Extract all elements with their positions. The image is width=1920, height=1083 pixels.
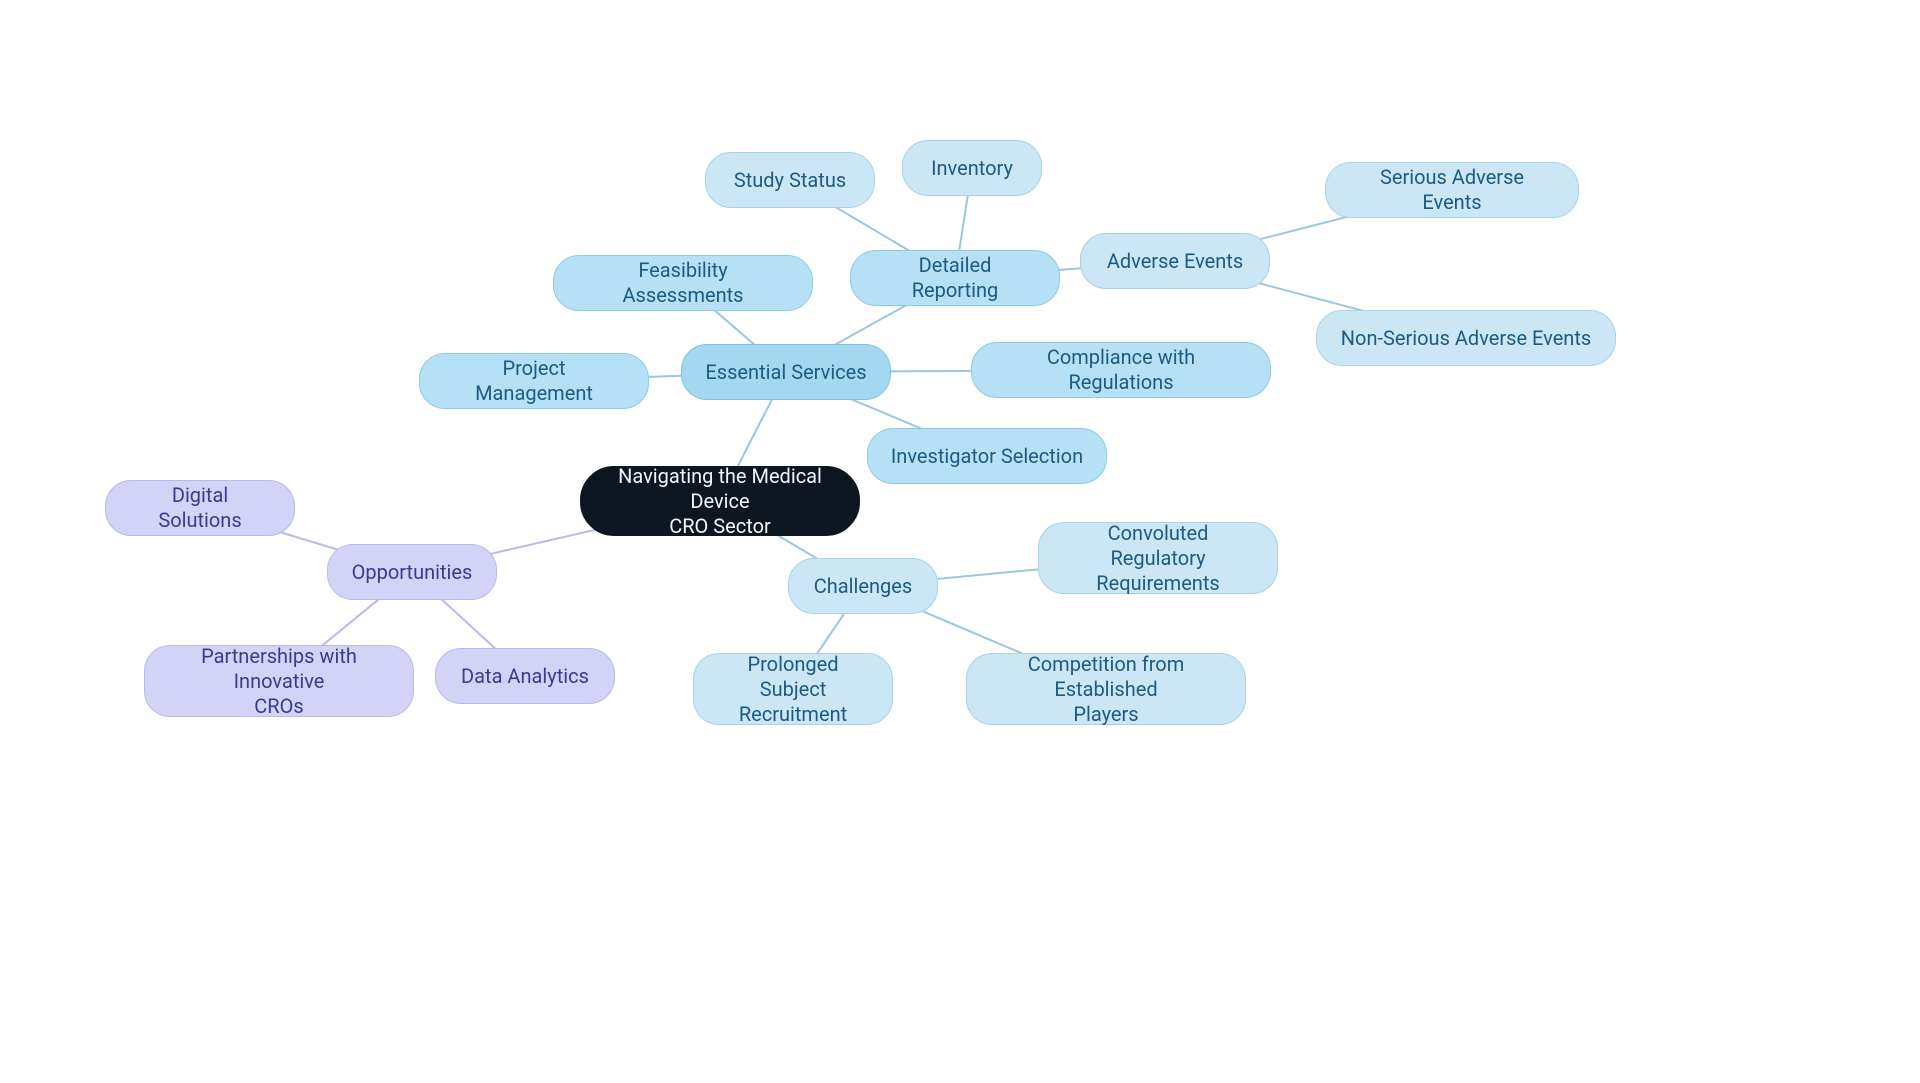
node-label: Inventory [931,156,1013,181]
node-ess: Essential Services [681,344,891,400]
node-label: Feasibility Assessments [576,258,790,308]
node-label: Data Analytics [461,664,589,689]
node-chal: Challenges [788,558,938,614]
node-part: Partnerships with Innovative CROs [144,645,414,717]
node-label: Prolonged Subject Recruitment [716,652,870,727]
node-label: Detailed Reporting [873,253,1037,303]
node-label: Serious Adverse Events [1348,165,1556,215]
node-inv: Inventory [902,140,1042,196]
node-data: Data Analytics [435,648,615,704]
node-drep: Detailed Reporting [850,250,1060,306]
node-adv: Adverse Events [1080,233,1270,289]
node-pm: Project Management [419,353,649,409]
node-label: Competition from Established Players [989,652,1223,727]
node-label: Investigator Selection [891,444,1083,469]
node-label: Partnerships with Innovative CROs [167,644,391,719]
node-stud: Study Status [705,152,875,208]
node-invsel: Investigator Selection [867,428,1107,484]
mindmap-canvas: Navigating the Medical Device CRO Sector… [0,0,1920,1083]
node-compet: Competition from Established Players [966,653,1246,725]
node-label: Challenges [814,574,912,599]
node-feas: Feasibility Assessments [553,255,813,311]
node-nsae: Non-Serious Adverse Events [1316,310,1616,366]
node-label: Navigating the Medical Device CRO Sector [603,464,837,539]
node-label: Convoluted Regulatory Requirements [1061,521,1255,596]
node-prec: Prolonged Subject Recruitment [693,653,893,725]
node-sae: Serious Adverse Events [1325,162,1579,218]
node-compl: Compliance with Regulations [971,342,1271,398]
node-label: Opportunities [352,560,473,585]
node-dig: Digital Solutions [105,480,295,536]
node-label: Project Management [442,356,626,406]
node-label: Essential Services [705,360,866,385]
node-label: Digital Solutions [128,483,272,533]
node-label: Non-Serious Adverse Events [1341,326,1591,351]
node-root: Navigating the Medical Device CRO Sector [580,466,860,536]
node-opp: Opportunities [327,544,497,600]
node-creg: Convoluted Regulatory Requirements [1038,522,1278,594]
node-label: Adverse Events [1107,249,1243,274]
node-label: Study Status [734,168,846,193]
node-label: Compliance with Regulations [994,345,1248,395]
